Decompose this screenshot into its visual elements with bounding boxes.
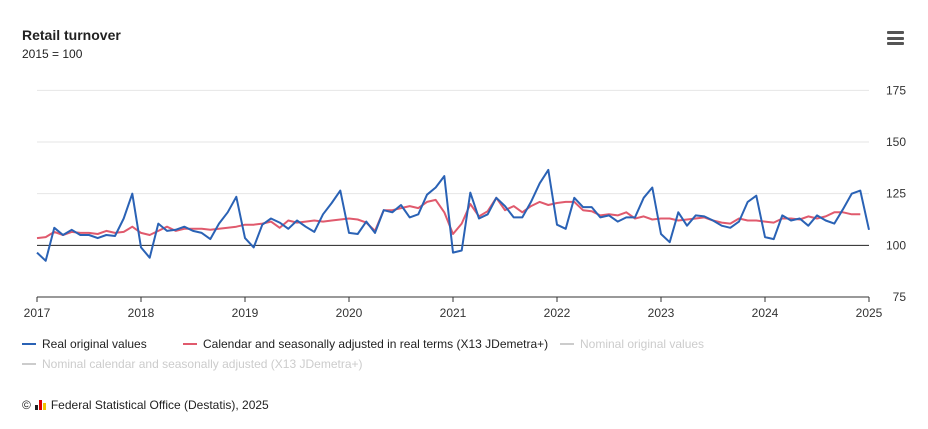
x-tick-label-2020: 2020 (336, 306, 363, 320)
credits[interactable]: © Federal Statistical Office (Destatis),… (22, 398, 269, 412)
x-tick-label-2023: 2023 (648, 306, 675, 320)
chart-subtitle: 2015 = 100 (22, 47, 83, 61)
grid-lines (37, 89, 869, 298)
copyright-symbol: © (22, 398, 31, 412)
x-tick-label-2025: 2025 (856, 306, 883, 320)
y-tick-label-125: 125 (886, 187, 906, 201)
x-tick-label-2018: 2018 (128, 306, 155, 320)
x-axis: 2017 2018 2019 2020 2021 2022 2023 2024 2025 (24, 296, 883, 320)
y-tick-label-150: 150 (886, 135, 906, 149)
credits-text: Federal Statistical Office (Destatis), 2… (50, 398, 269, 412)
legend-item-real-original[interactable]: Real original values (22, 337, 147, 351)
legend-swatch-nominal-adjusted (22, 363, 36, 365)
y-tick-label-75: 75 (893, 290, 907, 304)
series-line-real-original (36, 168, 870, 262)
legend-item-nominal-original[interactable]: Nominal original values (560, 337, 704, 351)
chart-title: Retail turnover (22, 27, 121, 43)
destatis-logo-icon (34, 400, 47, 410)
legend-item-nominal-adjusted[interactable]: Nominal calendar and seasonally adjusted… (22, 357, 363, 371)
legend-swatch-real (22, 343, 36, 345)
legend-swatch-nominal (560, 343, 574, 345)
x-tick-label-2021: 2021 (440, 306, 467, 320)
legend-label-nominal: Nominal original values (580, 337, 705, 351)
legend-item-seasonally-adjusted[interactable]: Calendar and seasonally adjusted in real… (183, 337, 548, 351)
x-tick-label-2022: 2022 (544, 306, 571, 320)
hamburger-menu-icon[interactable] (884, 28, 908, 48)
y-tick-label-100: 100 (886, 238, 906, 252)
x-tick-label-2017: 2017 (24, 306, 51, 320)
x-tick-label-2024: 2024 (752, 306, 779, 320)
legend-label-real: Real original values (42, 337, 147, 351)
series-group (36, 168, 870, 262)
x-tick-label-2019: 2019 (232, 306, 259, 320)
legend-label-nominal-adjusted: Nominal calendar and seasonally adjusted… (42, 357, 363, 371)
y-axis: 75 100 125 150 175 (886, 83, 906, 304)
legend-swatch-adjusted (183, 343, 197, 345)
y-tick-label-175: 175 (886, 83, 906, 97)
legend-label-adjusted: Calendar and seasonally adjusted in real… (203, 337, 549, 351)
